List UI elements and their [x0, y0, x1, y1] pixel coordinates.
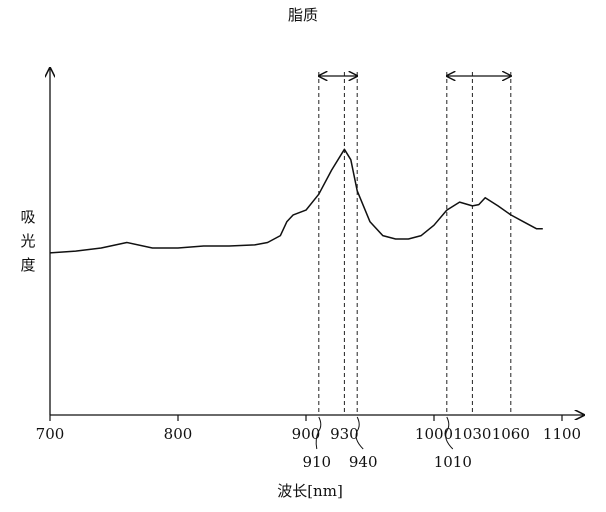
x-tick-label: 1100	[543, 425, 581, 443]
x-tick-label: 800	[164, 425, 193, 443]
marker-label: 1010	[434, 453, 472, 471]
marker-label: 940	[349, 453, 378, 471]
x-tick-label: 700	[36, 425, 65, 443]
x-axis-label: 波长[nm]	[277, 482, 343, 500]
x-tick-label: 900	[292, 425, 321, 443]
spectrum-line	[49, 148, 543, 254]
marker-label: 910	[302, 453, 331, 471]
y-axis-label-text: 吸光度	[20, 208, 35, 274]
leader	[315, 416, 322, 450]
leader	[355, 416, 364, 450]
marker-label: 930	[330, 425, 359, 443]
y-axis-label: 吸光度	[20, 208, 35, 274]
chart-title: 脂质	[288, 6, 318, 24]
marker-label: 1060	[492, 425, 530, 443]
x-tick-label: 1000	[415, 425, 453, 443]
leader	[445, 416, 454, 450]
marker-label: 1030	[453, 425, 491, 443]
